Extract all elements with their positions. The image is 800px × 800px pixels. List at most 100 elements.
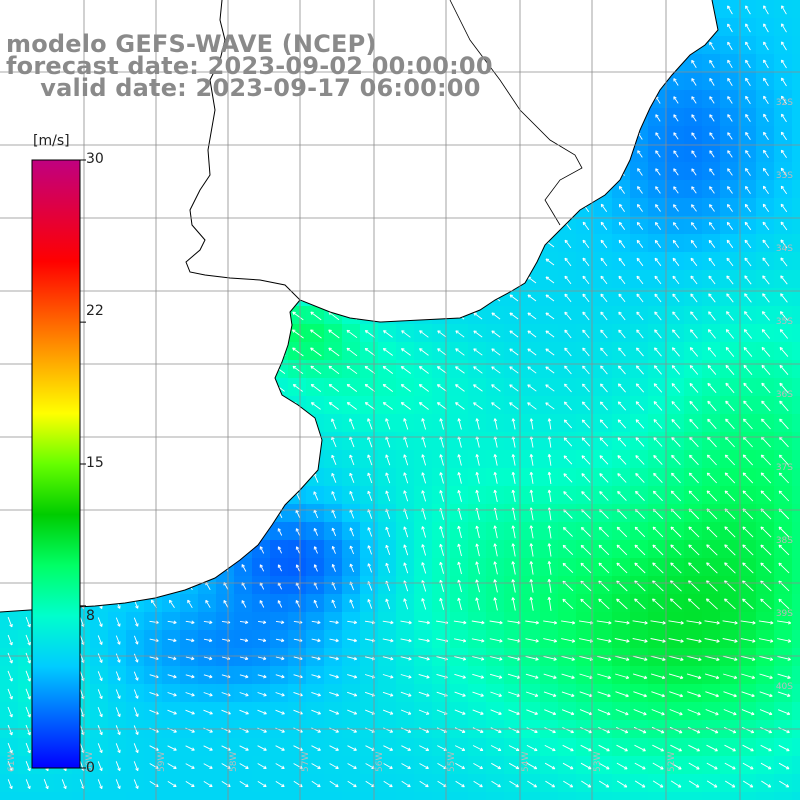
wind-cell bbox=[216, 396, 235, 415]
wind-arrow bbox=[113, 330, 123, 338]
wind-cell bbox=[306, 0, 325, 19]
wind-cell bbox=[216, 198, 235, 217]
wind-arrow bbox=[637, 96, 643, 104]
wind-cell bbox=[504, 450, 523, 469]
wind-cell bbox=[396, 162, 415, 181]
wind-cell bbox=[450, 0, 469, 19]
wind-arrow bbox=[419, 150, 429, 158]
wind-cell bbox=[162, 504, 181, 523]
wind-arrow bbox=[455, 186, 465, 194]
wind-cell bbox=[252, 324, 271, 343]
wind-cell bbox=[792, 0, 800, 19]
wind-cell bbox=[792, 72, 800, 91]
wind-arrow bbox=[545, 42, 555, 50]
wind-cell bbox=[414, 306, 433, 325]
wind-arrow bbox=[131, 132, 141, 140]
wind-cell bbox=[288, 792, 307, 800]
wind-cell bbox=[162, 666, 181, 685]
wind-cell bbox=[738, 684, 757, 703]
wind-arrow bbox=[473, 258, 483, 266]
wind-cell bbox=[756, 792, 775, 800]
wind-cell bbox=[468, 450, 487, 469]
wind-arrow bbox=[365, 276, 375, 284]
wind-cell bbox=[468, 612, 487, 631]
wind-arrow bbox=[204, 437, 211, 447]
wind-arrow bbox=[293, 186, 303, 194]
wind-cell bbox=[540, 126, 559, 145]
wind-cell bbox=[612, 90, 631, 109]
lon-label: 59W bbox=[157, 752, 167, 772]
wind-arrow bbox=[655, 78, 661, 86]
wind-arrow bbox=[167, 276, 177, 284]
wind-cell bbox=[360, 198, 379, 217]
wind-arrow bbox=[167, 132, 177, 140]
wind-cell bbox=[270, 486, 289, 505]
wind-cell bbox=[414, 558, 433, 577]
wind-arrow bbox=[96, 509, 104, 519]
wind-cell bbox=[126, 216, 145, 235]
wind-cell bbox=[504, 540, 523, 559]
wind-arrow bbox=[187, 527, 193, 537]
wind-cell bbox=[270, 432, 289, 451]
wind-arrow bbox=[185, 150, 195, 158]
wind-cell bbox=[126, 360, 145, 379]
wind-arrow bbox=[619, 5, 625, 15]
wind-arrow bbox=[437, 312, 447, 320]
wind-cell bbox=[270, 162, 289, 181]
wind-cell bbox=[522, 450, 541, 469]
wind-cell bbox=[180, 558, 199, 577]
wind-arrow bbox=[383, 132, 393, 140]
wind-cell bbox=[522, 432, 541, 451]
wind-cell bbox=[108, 792, 127, 800]
wind-cell bbox=[720, 792, 739, 800]
wind-cell bbox=[738, 648, 757, 667]
wind-cell bbox=[288, 108, 307, 127]
wind-cell bbox=[522, 126, 541, 145]
wind-cell bbox=[252, 504, 271, 523]
wind-cell bbox=[162, 648, 181, 667]
wind-cell bbox=[270, 144, 289, 163]
wind-arrow bbox=[167, 114, 177, 122]
wind-arrow bbox=[329, 258, 339, 266]
wind-cell bbox=[486, 540, 505, 559]
lat-label: 37S bbox=[776, 463, 793, 473]
wind-arrow bbox=[241, 527, 247, 536]
wind-arrow bbox=[223, 545, 229, 554]
wind-cell bbox=[252, 378, 271, 397]
wind-arrow bbox=[5, 114, 15, 122]
wind-cell bbox=[108, 360, 127, 379]
wind-arrow bbox=[419, 168, 429, 176]
wind-arrow bbox=[223, 527, 229, 537]
wind-cell bbox=[252, 108, 271, 127]
wind-cell bbox=[90, 342, 109, 361]
wind-arrow bbox=[131, 168, 141, 176]
wind-arrow bbox=[347, 204, 357, 212]
wind-arrow bbox=[383, 114, 393, 122]
wind-cell bbox=[252, 0, 271, 19]
wind-cell bbox=[432, 594, 451, 613]
wind-arrow bbox=[295, 455, 301, 465]
wind-cell bbox=[288, 612, 307, 631]
wind-cell bbox=[792, 486, 800, 505]
wind-cell bbox=[522, 54, 541, 73]
wind-arrow bbox=[311, 6, 321, 14]
wind-arrow bbox=[221, 150, 231, 158]
wind-cell bbox=[720, 630, 739, 649]
wind-arrow bbox=[23, 384, 33, 392]
wind-arrow bbox=[5, 384, 15, 392]
wind-cell bbox=[144, 540, 163, 559]
wind-cell bbox=[684, 792, 703, 800]
wind-cell bbox=[396, 594, 415, 613]
wind-arrow bbox=[583, 5, 589, 15]
wind-cell bbox=[0, 162, 19, 181]
wind-arrow bbox=[637, 41, 643, 51]
wind-cell bbox=[774, 648, 793, 667]
wind-cell bbox=[288, 162, 307, 181]
wind-cell bbox=[342, 108, 361, 127]
wind-arrow bbox=[241, 473, 247, 483]
wind-arrow bbox=[256, 311, 268, 320]
wind-arrow bbox=[275, 258, 285, 266]
wind-cell bbox=[234, 504, 253, 523]
wind-arrow bbox=[329, 150, 339, 158]
wind-cell bbox=[342, 234, 361, 253]
